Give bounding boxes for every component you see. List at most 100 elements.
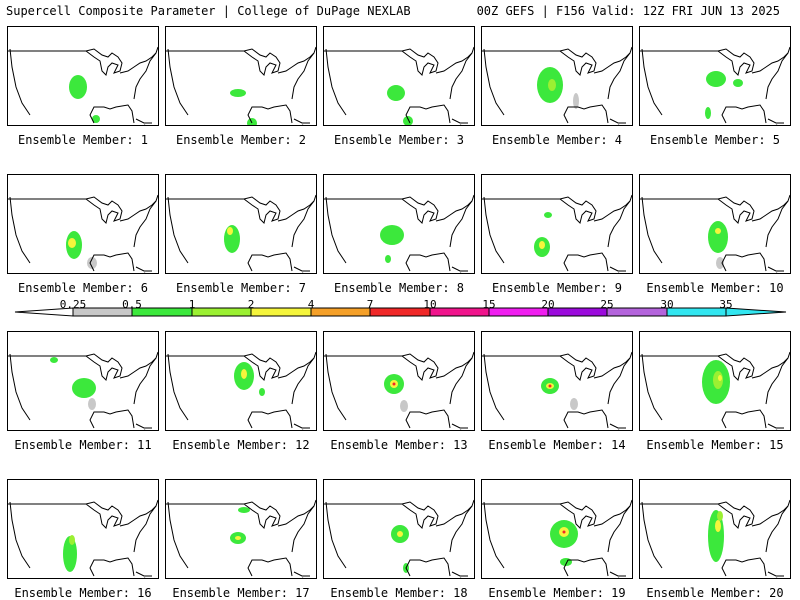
colorbar-segment (488, 307, 549, 317)
scp-shading (380, 225, 404, 245)
map-panel-member-16 (7, 479, 159, 579)
panel-label: Ensemble Member: 2 (175, 133, 307, 147)
map-canvas (8, 194, 158, 273)
colorbar-tick-label: 4 (307, 298, 315, 311)
islands (609, 266, 626, 273)
great-lakes (716, 501, 789, 529)
scp-shading (548, 79, 556, 91)
map-panel-member-20 (639, 479, 791, 579)
map-canvas (482, 499, 632, 578)
colorbar-segment (250, 307, 312, 317)
scp-shading (227, 227, 233, 235)
panel-label: Ensemble Member: 15 (646, 438, 784, 452)
scp-shading (87, 257, 97, 269)
map-canvas (166, 499, 316, 578)
map-canvas (166, 46, 316, 125)
scp-shading (716, 257, 724, 269)
scp-shading (63, 536, 77, 572)
panel-label: Ensemble Member: 4 (491, 133, 623, 147)
panel-label: Ensemble Member: 3 (333, 133, 465, 147)
map-canvas (324, 194, 474, 273)
islands (609, 423, 626, 430)
map-panel-member-7 (165, 174, 317, 274)
scp-shading (718, 375, 722, 381)
great-lakes (84, 196, 157, 224)
map-canvas (324, 499, 474, 578)
color-scale-bar (14, 307, 787, 317)
scp-shading (570, 398, 578, 410)
colorbar-tick-label: 2 (247, 298, 255, 311)
map-canvas (640, 46, 790, 125)
islands (135, 571, 152, 578)
great-lakes (558, 196, 631, 224)
scp-shading (68, 238, 76, 248)
scp-shading (705, 107, 711, 119)
colorbar-tick-label: 0.25 (59, 298, 87, 311)
panel-label: Ensemble Member: 6 (17, 281, 149, 295)
scp-shading (706, 71, 726, 87)
map-panel-member-6 (7, 174, 159, 274)
panel-label: Ensemble Member: 12 (172, 438, 310, 452)
scp-shading (88, 398, 96, 410)
great-lakes (400, 353, 473, 381)
great-lakes (242, 501, 315, 529)
panel-label: Ensemble Member: 5 (649, 133, 781, 147)
map-canvas (8, 46, 158, 125)
panel-label: Ensemble Member: 9 (491, 281, 623, 295)
map-panel-member-13 (323, 331, 475, 431)
great-lakes (716, 196, 789, 224)
scp-shading (241, 369, 247, 379)
colorbar-tick-label: 10 (423, 298, 437, 311)
islands (293, 118, 310, 125)
great-lakes (400, 501, 473, 529)
great-lakes (242, 353, 315, 381)
great-lakes (400, 196, 473, 224)
islands (767, 571, 784, 578)
panel-label: Ensemble Member: 8 (333, 281, 465, 295)
map-panel-member-15 (639, 331, 791, 431)
map-panel-member-4 (481, 26, 633, 126)
scp-shading (72, 378, 96, 398)
scp-shading (69, 75, 87, 99)
panel-label: Ensemble Member: 14 (488, 438, 626, 452)
panel-label: Ensemble Member: 18 (330, 586, 468, 600)
map-canvas (8, 351, 158, 430)
colorbar-tick-label: 1 (188, 298, 196, 311)
panel-label: Ensemble Member: 20 (646, 586, 784, 600)
valid-time-title: 00Z GEFS | F156 Valid: 12Z FRI JUN 13 20… (476, 4, 780, 18)
scp-shading (715, 228, 721, 234)
panel-label: Ensemble Member: 11 (14, 438, 152, 452)
map-canvas (324, 46, 474, 125)
scp-shading (733, 79, 743, 87)
map-panel-member-12 (165, 331, 317, 431)
scp-shading (397, 531, 403, 537)
scp-shading (238, 507, 250, 513)
colorbar-segment (429, 307, 490, 317)
scp-shading (230, 89, 246, 97)
map-canvas (482, 351, 632, 430)
panel-label: Ensemble Member: 1 (17, 133, 149, 147)
islands (451, 571, 468, 578)
map-canvas (166, 194, 316, 273)
great-lakes (558, 48, 631, 76)
map-canvas (482, 194, 632, 273)
map-panel-member-10 (639, 174, 791, 274)
map-panel-member-11 (7, 331, 159, 431)
panel-label: Ensemble Member: 13 (330, 438, 468, 452)
colorbar-tick-label: 0.5 (122, 298, 142, 311)
great-lakes (558, 353, 631, 381)
coastline (9, 499, 158, 577)
map-panel-member-5 (639, 26, 791, 126)
colorbar-segment (606, 307, 668, 317)
islands (293, 571, 310, 578)
islands (767, 266, 784, 273)
islands (767, 118, 784, 125)
panel-label: Ensemble Member: 17 (172, 586, 310, 600)
scp-shading (713, 371, 723, 389)
map-panel-member-18 (323, 479, 475, 579)
islands (293, 266, 310, 273)
scp-shading (259, 388, 265, 396)
colorbar-right-arrow (725, 307, 787, 317)
great-lakes (558, 501, 631, 529)
islands (135, 423, 152, 430)
